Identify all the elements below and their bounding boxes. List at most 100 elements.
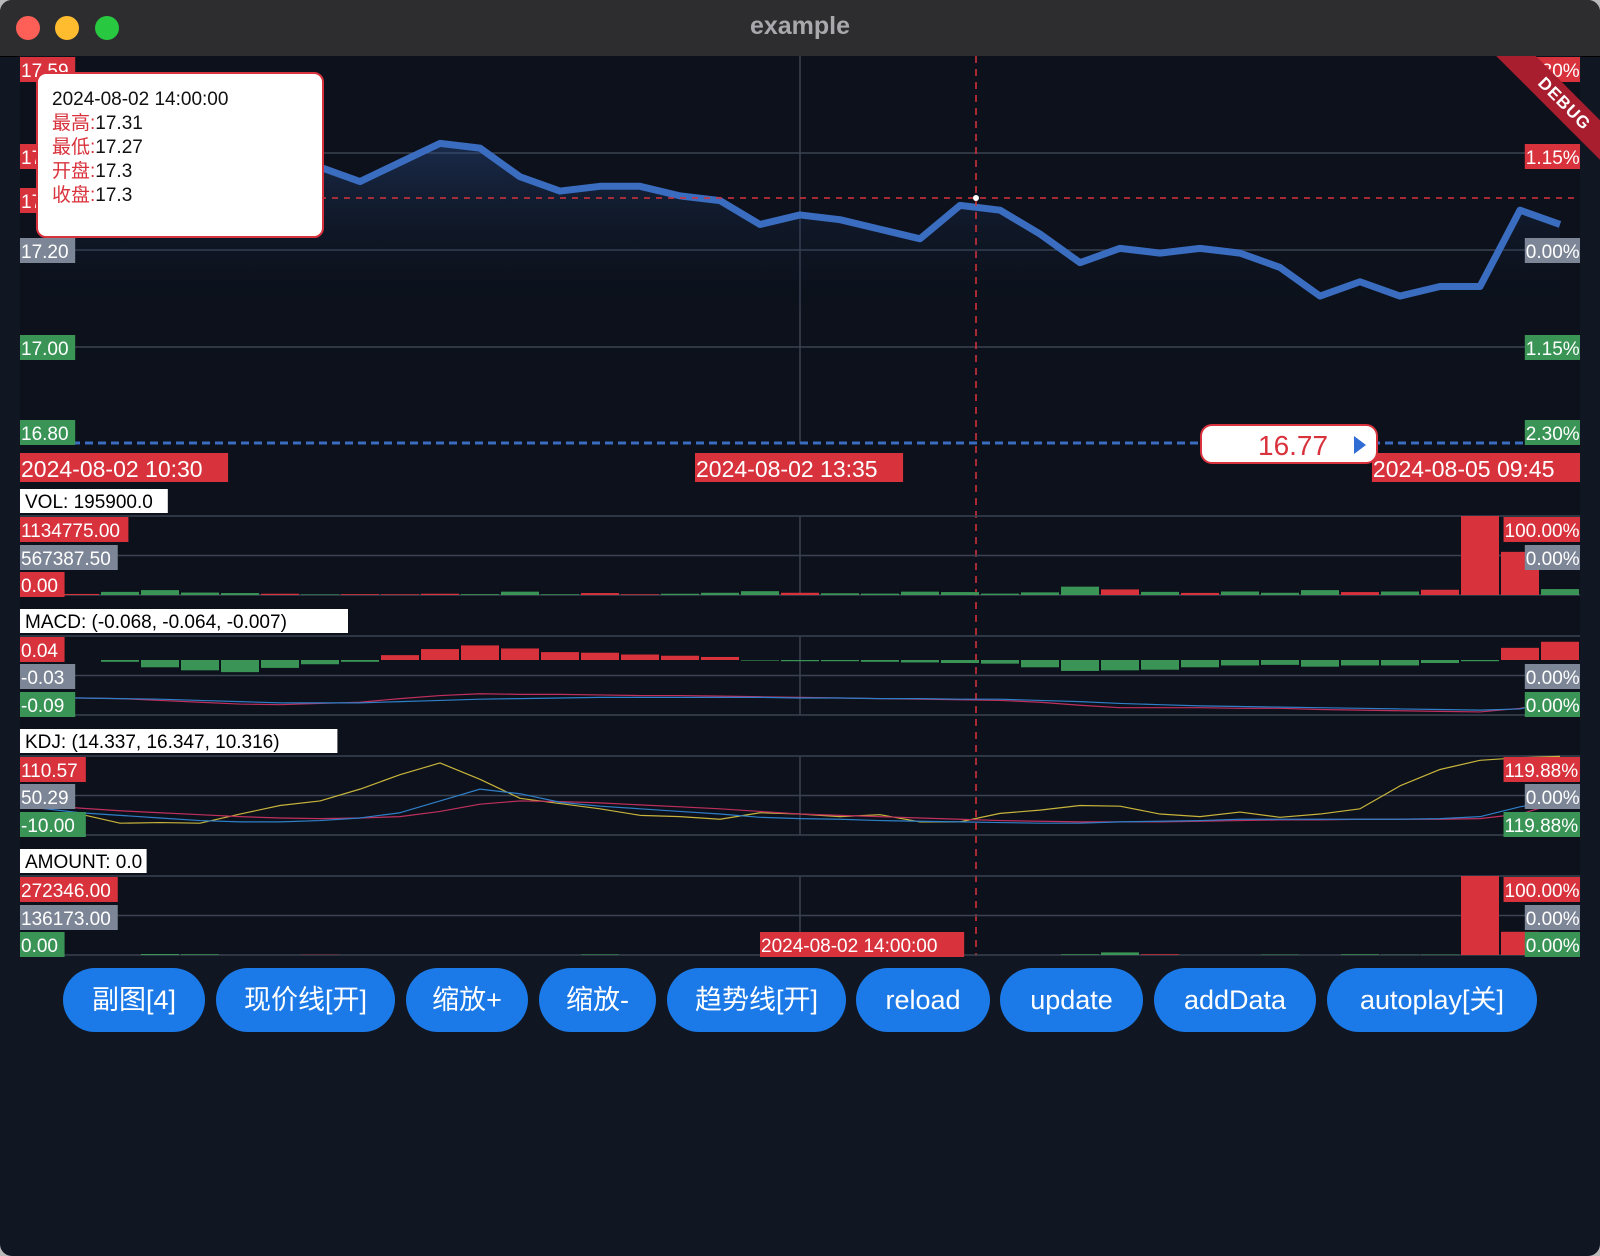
macd-histogram-bar: [1021, 660, 1059, 668]
subchart-button[interactable]: 副图[4]: [63, 968, 205, 1032]
macd-histogram-bar: [461, 645, 499, 660]
add-data-button[interactable]: addData: [1154, 968, 1316, 1032]
percent-axis-label-bg: [1524, 238, 1580, 263]
vol-bar: [1341, 592, 1379, 595]
amount-axis-label-bg: [20, 905, 118, 930]
macd-histogram-bar: [581, 652, 619, 660]
zoom-out-button[interactable]: 缩放-: [539, 968, 656, 1032]
vol-bar: [701, 592, 739, 595]
kdj-percent-label: 0.00%: [1526, 788, 1580, 809]
kdj-percent-label-group: 0.00%: [1524, 784, 1580, 809]
vol-axis-label: 1134775.00: [21, 521, 120, 542]
kdj-axis-label-bg: [20, 757, 86, 782]
macd-histogram-bar: [301, 660, 339, 665]
kdj-header-bg: [20, 729, 338, 753]
macd-dea-line: [40, 696, 1561, 711]
macd-histogram-bar: [141, 660, 179, 668]
kdj-axis-label: -10.00: [21, 816, 75, 837]
kline-chart[interactable]: 17.5917.3917.3017.2017.0016.802.30%1.15%…: [0, 0, 1600, 968]
autoplay-toggle-button[interactable]: autoplay[关]: [1327, 968, 1537, 1032]
macd-histogram-bar: [421, 649, 459, 660]
crosshair-time-label-group: 2024-08-02 14:00:00: [760, 932, 965, 957]
macd-histogram-bar: [701, 656, 739, 660]
crosshair-time-label: 2024-08-02 14:00:00: [761, 936, 937, 957]
reload-button[interactable]: reload: [856, 968, 990, 1032]
vol-percent-label-bg: [1503, 517, 1580, 542]
macd-axis-label-bg: [20, 692, 76, 717]
vol-percent-label: 100.00%: [1505, 521, 1580, 542]
kdj-axis-label: 50.29: [21, 788, 69, 809]
macd-axis-label-group: -0.09: [20, 692, 76, 717]
minimize-window-icon[interactable]: [55, 16, 79, 40]
amount-axis-label-bg: [20, 877, 118, 902]
percent-axis-label-group: 0.00%: [1524, 238, 1580, 263]
amount-percent-label-bg: [1524, 905, 1580, 930]
zoom-in-button[interactable]: 缩放+: [406, 968, 528, 1032]
update-button[interactable]: update: [1000, 968, 1143, 1032]
macd-histogram-bar: [1301, 660, 1339, 667]
price-axis-label-bg: [20, 420, 76, 445]
maximize-window-icon[interactable]: [95, 16, 119, 40]
amount-bar: [1101, 952, 1139, 955]
amount-axis-label: 0.00: [21, 936, 58, 957]
tooltip-open-row: 开盘:17.3: [52, 160, 322, 184]
amount-axis-label: 272346.00: [21, 881, 111, 902]
vol-bar: [461, 594, 499, 595]
percent-axis-label: 1.15%: [1526, 339, 1580, 360]
arrow-right-icon: [1354, 436, 1366, 454]
kdj-header-group: KDJ: (14.337, 16.347, 10.316): [20, 729, 338, 753]
tooltip-time: 2024-08-02 14:00:00: [52, 89, 229, 110]
macd-histogram-bar: [621, 654, 659, 660]
kdj-axis-label: 110.57: [21, 761, 78, 782]
trend-line-toggle-button[interactable]: 趋势线[开]: [667, 968, 846, 1032]
price-line-toggle-button[interactable]: 现价线[开]: [216, 968, 395, 1032]
macd-histogram-bar: [901, 660, 939, 663]
amount-bar: [1461, 876, 1499, 955]
vol-header-group: VOL: 195900.0: [20, 489, 168, 513]
time-axis-label-group: 2024-08-02 13:35: [695, 453, 904, 482]
current-price-marker[interactable]: 16.77: [1200, 424, 1378, 464]
percent-axis-label-bg: [1524, 144, 1580, 169]
macd-histogram-bar: [981, 660, 1019, 664]
vol-bar: [421, 593, 459, 595]
vol-axis-label-group: 0.00: [20, 572, 65, 597]
vol-bar: [181, 592, 219, 595]
price-axis-label-group: 17.00: [20, 335, 76, 360]
debug-banner: DEBUG: [1478, 56, 1600, 178]
macd-histogram-bar: [341, 660, 379, 662]
vol-bar: [1061, 586, 1099, 595]
macd-axis-label: -0.03: [21, 668, 64, 689]
vol-bar: [261, 593, 299, 595]
amount-bar: [581, 954, 619, 955]
tooltip-open-value: 17.3: [95, 161, 133, 182]
amount-header-bg: [20, 849, 147, 873]
vol-percent-label-group: 0.00%: [1524, 545, 1580, 570]
macd-percent-label-bg: [1524, 692, 1580, 717]
macd-histogram-bar: [781, 660, 819, 662]
percent-axis-label-bg: [1524, 335, 1580, 360]
macd-histogram-bar: [1381, 660, 1419, 666]
kdj-axis-label-group: 110.57: [20, 757, 86, 782]
vol-bar: [941, 592, 979, 595]
vol-bar: [1261, 592, 1299, 595]
title-bar: example: [0, 0, 1600, 57]
amount-bar: [1141, 954, 1179, 955]
amount-bar: [181, 954, 219, 955]
macd-histogram-bar: [1261, 660, 1299, 665]
macd-histogram-bar: [861, 660, 899, 662]
kdj-axis-label-group: -10.00: [20, 812, 86, 837]
amount-header-group: AMOUNT: 0.0: [20, 849, 147, 873]
macd-histogram-bar: [1421, 660, 1459, 664]
price-axis-label: 17.00: [21, 339, 69, 360]
macd-histogram-bar: [821, 660, 859, 662]
tooltip-high-value: 17.31: [95, 113, 143, 134]
macd-axis-label-group: 0.04: [20, 637, 65, 662]
kdj-axis-label-bg: [20, 812, 86, 837]
vol-axis-label-group: 567387.50: [20, 545, 118, 570]
vol-percent-label: 0.00%: [1526, 549, 1580, 570]
close-window-icon[interactable]: [16, 16, 40, 40]
amount-percent-label-group: 0.00%: [1524, 905, 1580, 930]
macd-histogram-bar: [381, 655, 419, 660]
price-axis-label-bg: [20, 238, 76, 263]
vol-axis-label: 567387.50: [21, 549, 111, 570]
